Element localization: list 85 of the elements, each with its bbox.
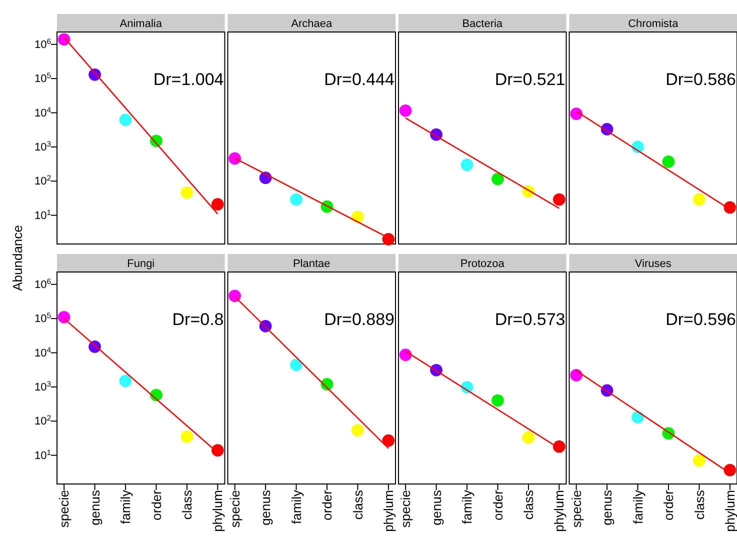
chart-title: Bacteria: [462, 18, 504, 30]
point: [724, 201, 736, 214]
point: [58, 310, 70, 324]
x-tick-label: genus: [87, 490, 102, 526]
point: [212, 444, 224, 456]
chart-title: Viruses: [634, 258, 672, 270]
x-tick-label: class: [692, 490, 707, 520]
annotation: Dr=0.586: [666, 70, 736, 89]
chart-title: Animalia: [120, 18, 163, 30]
y-tick-label: 10$^{5}$: [34, 310, 51, 326]
y-tick-label: 10$^{6}$: [34, 36, 51, 51]
x-tick-label: family: [630, 490, 646, 524]
x-tick-label: phylum: [722, 490, 737, 532]
chart-title: Plantae: [292, 258, 330, 270]
x-tick-label: phylum: [552, 490, 567, 532]
point: [460, 158, 474, 171]
chart-title: Chromista: [628, 18, 680, 30]
x-tick-label: phylum: [380, 490, 396, 532]
y-tick-label: 10$^{4}$: [34, 344, 52, 360]
point: [290, 358, 302, 372]
point: [553, 440, 566, 453]
y-tick-label: 10$^{6}$: [34, 276, 51, 291]
annotation: Dr=0.573: [494, 310, 566, 329]
point: [399, 348, 412, 361]
x-tick-label: specie: [398, 490, 414, 528]
annotation: Dr=0.889: [324, 310, 394, 329]
x-tick-label: class: [180, 490, 195, 520]
x-tick-label: class: [350, 490, 366, 520]
x-tick-label: order: [148, 489, 164, 520]
point: [290, 193, 302, 206]
point: [228, 290, 241, 302]
y-tick-label: 10$^{2}$: [34, 173, 51, 188]
point: [352, 424, 364, 436]
y-tick-label: 10$^{3}$: [34, 138, 51, 154]
annotation: Dr=1.004: [153, 70, 224, 89]
chart-title: Fungi: [127, 258, 155, 270]
y-axis-title: Abundance: [10, 225, 25, 291]
x-tick-label: genus: [428, 490, 444, 526]
point: [693, 454, 706, 467]
x-tick-label: specie: [56, 490, 72, 528]
x-tick-label: family: [460, 490, 475, 524]
y-tick-label: 10$^{2}$: [34, 413, 51, 428]
y-tick-label: 10$^{4}$: [34, 104, 52, 120]
x-tick-label: specie: [227, 490, 242, 528]
point: [382, 434, 395, 447]
x-tick-label: family: [288, 490, 304, 524]
point: [119, 114, 132, 126]
point: [180, 186, 194, 199]
x-tick-label: genus: [600, 490, 615, 526]
point: [570, 369, 582, 382]
point: [382, 233, 395, 246]
point: [399, 104, 412, 117]
point: [693, 193, 706, 206]
x-tick-label: phylum: [210, 490, 226, 532]
annotation: Dr=0.8: [172, 310, 224, 329]
point: [632, 411, 644, 424]
point: [212, 198, 224, 210]
chart-title: Archaea: [291, 18, 333, 30]
point: [662, 156, 675, 168]
y-tick-label: 10$^{3}$: [34, 378, 51, 394]
y-tick-label: 10$^{5}$: [34, 70, 51, 86]
x-tick-label: genus: [258, 490, 274, 526]
point: [724, 464, 736, 476]
x-tick-label: specie: [568, 490, 584, 528]
x-tick-label: class: [521, 490, 536, 520]
point: [352, 210, 364, 224]
x-tick-label: order: [661, 489, 676, 520]
point: [180, 430, 194, 443]
point: [492, 394, 504, 407]
point: [119, 374, 132, 388]
y-tick-label: 10$^{1}$: [34, 447, 51, 462]
x-tick-label: family: [118, 490, 134, 524]
point: [228, 152, 241, 165]
point: [570, 108, 582, 120]
annotation: Dr=0.444: [324, 70, 394, 89]
point: [492, 172, 504, 186]
y-tick-label: 10$^{1}$: [34, 207, 51, 222]
annotation: Dr=0.521: [494, 70, 566, 89]
point: [58, 33, 70, 46]
annotation: Dr=0.596: [666, 310, 736, 329]
x-tick-label: order: [490, 489, 506, 520]
point: [522, 431, 535, 444]
x-tick-label: order: [320, 489, 335, 520]
chart-title: Protozoa: [460, 258, 506, 270]
point: [553, 193, 566, 206]
